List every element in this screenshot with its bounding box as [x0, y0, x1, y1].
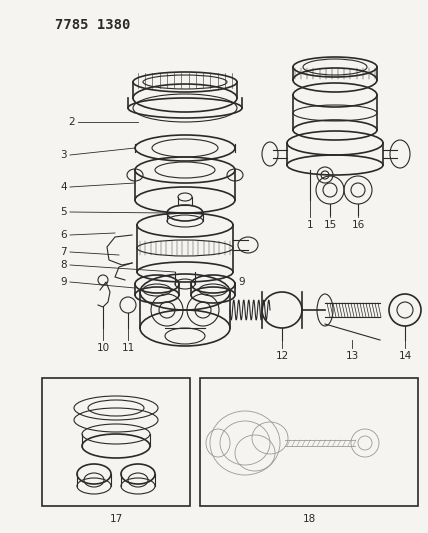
Text: 5: 5 — [60, 207, 67, 217]
Text: 12: 12 — [275, 351, 288, 361]
Text: 11: 11 — [122, 343, 135, 353]
Bar — [200, 378, 418, 506]
Text: 18: 18 — [302, 514, 315, 524]
Text: 8: 8 — [60, 260, 67, 270]
Text: 10: 10 — [96, 343, 110, 353]
Text: 6: 6 — [60, 230, 67, 240]
Text: 16: 16 — [351, 220, 365, 230]
Text: 17: 17 — [110, 514, 123, 524]
Bar — [42, 378, 190, 506]
Text: 15: 15 — [324, 220, 337, 230]
Text: 3: 3 — [60, 150, 67, 160]
Text: 14: 14 — [398, 351, 412, 361]
Text: 2: 2 — [68, 117, 75, 127]
Text: 7785 1380: 7785 1380 — [55, 18, 131, 32]
Text: 13: 13 — [345, 351, 359, 361]
Text: 9: 9 — [60, 277, 67, 287]
Text: 9: 9 — [238, 277, 245, 287]
Text: 1: 1 — [307, 220, 313, 230]
Text: 7: 7 — [60, 247, 67, 257]
Text: 4: 4 — [60, 182, 67, 192]
